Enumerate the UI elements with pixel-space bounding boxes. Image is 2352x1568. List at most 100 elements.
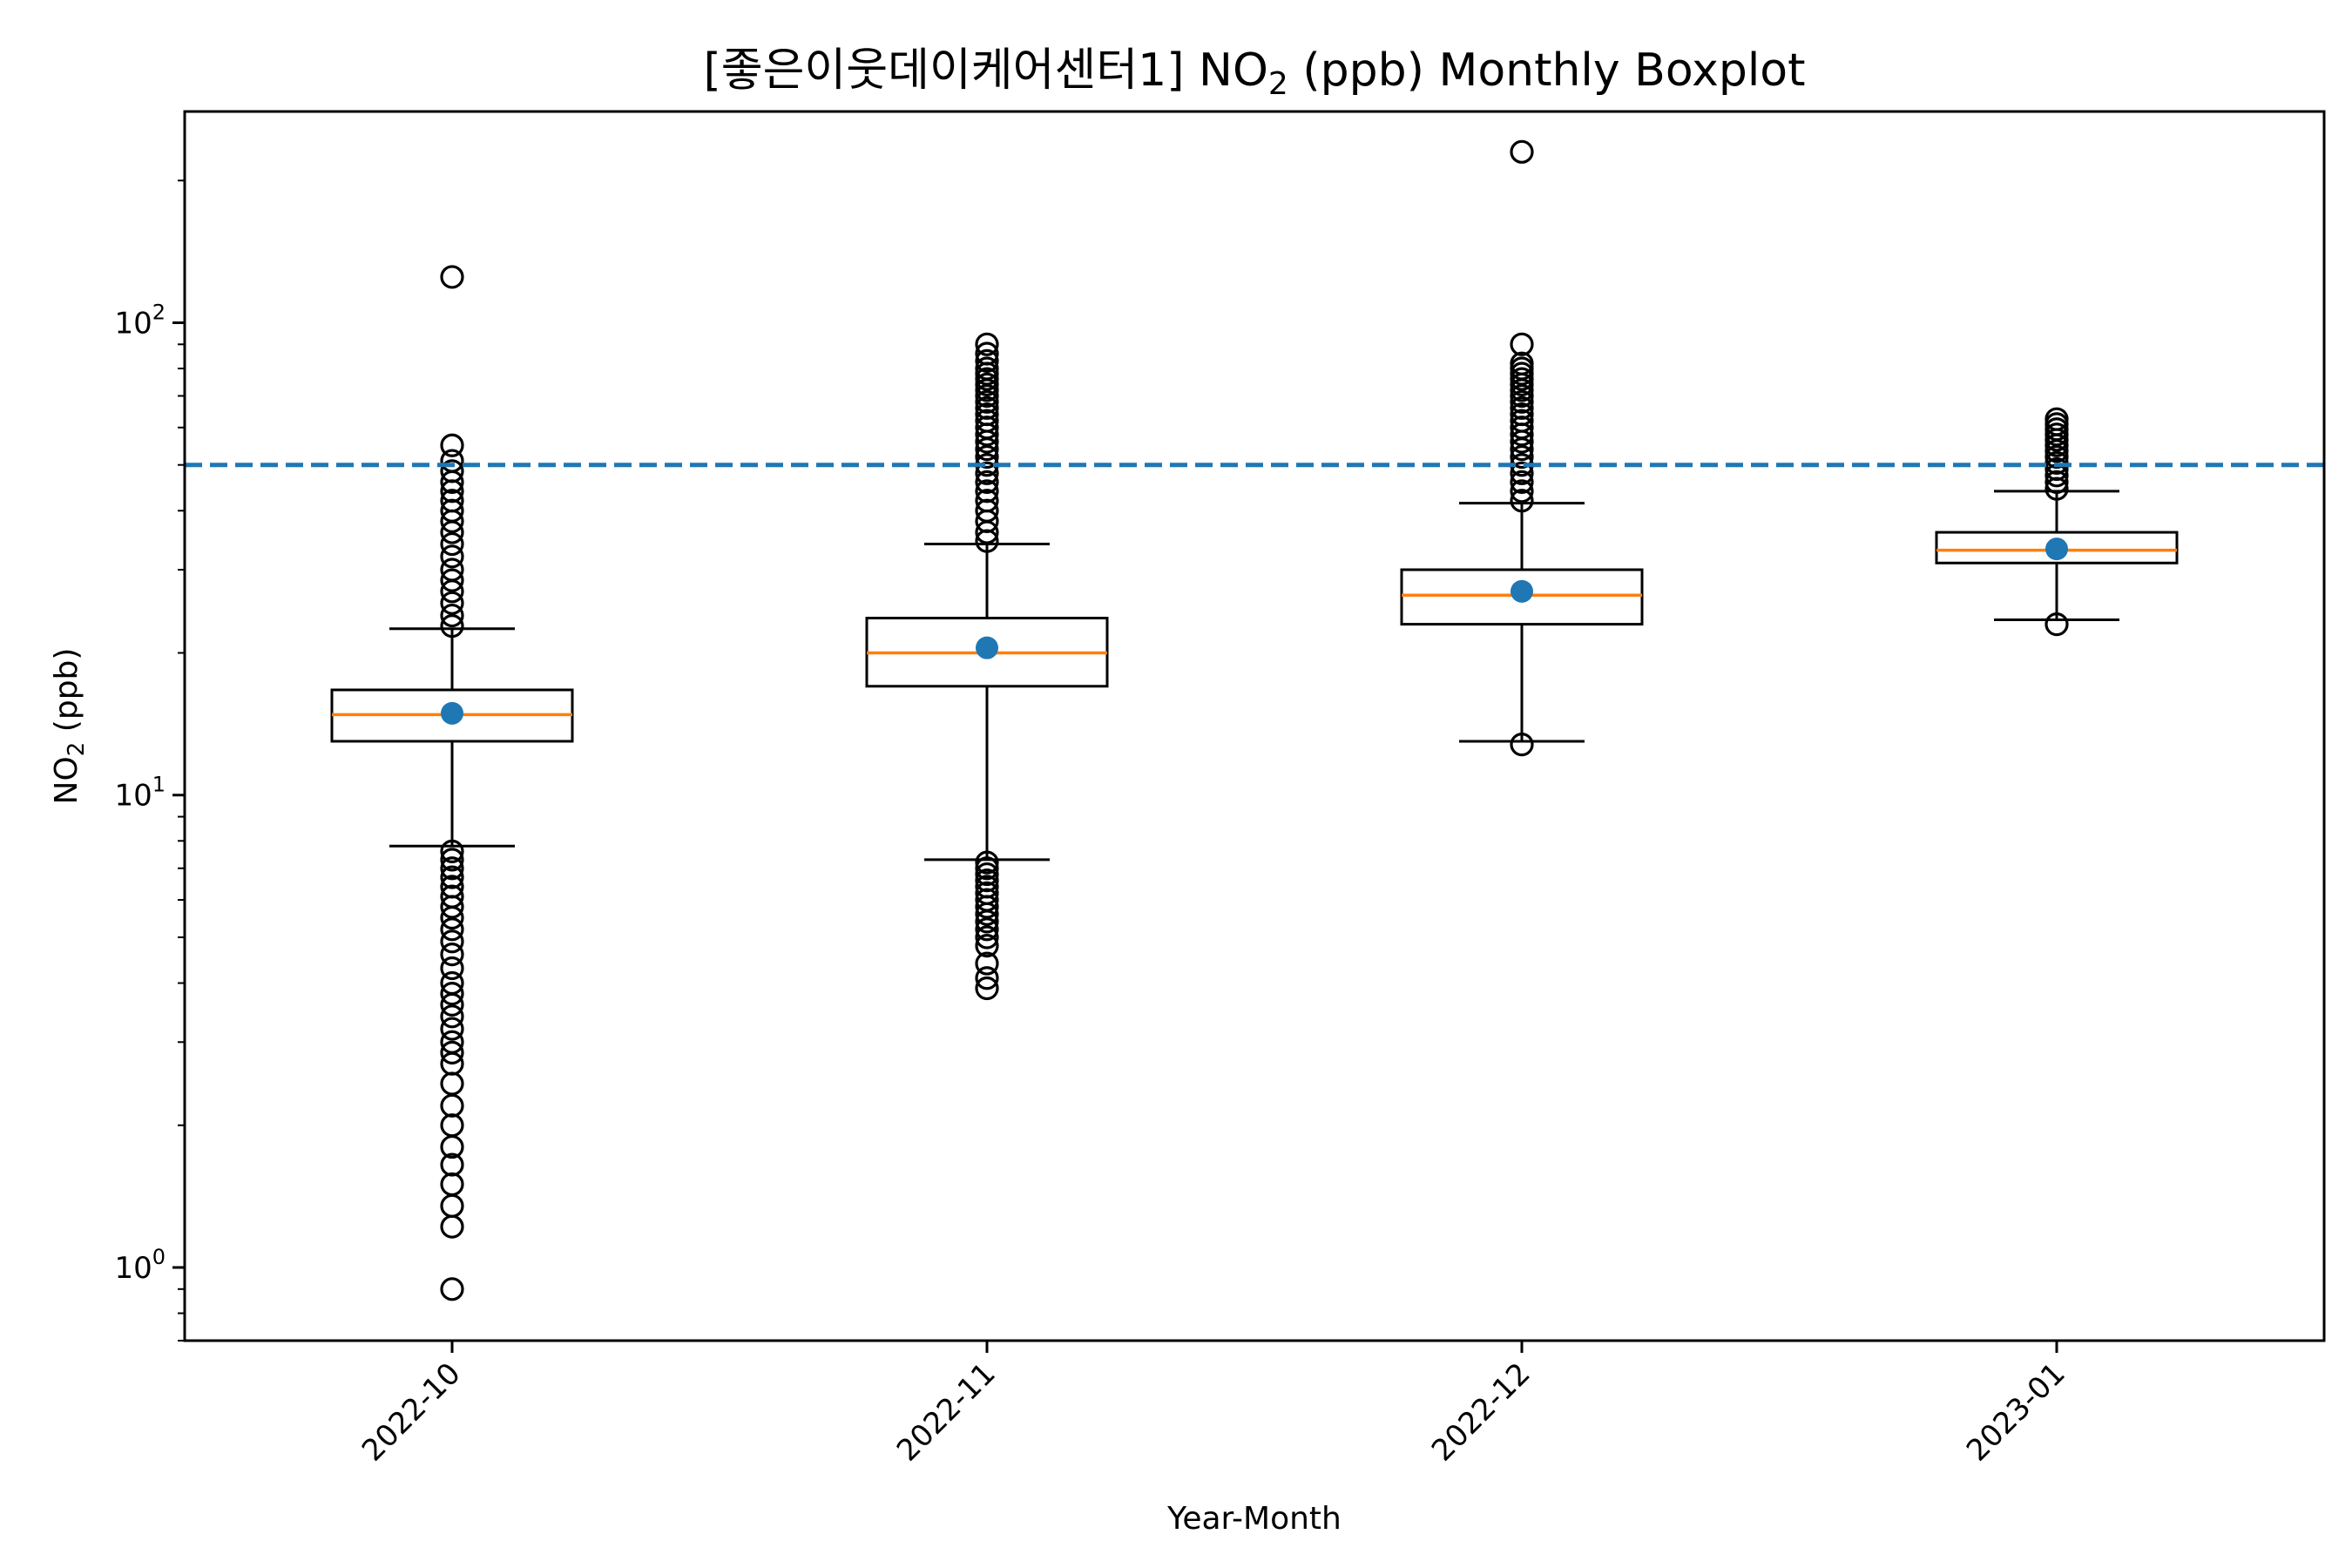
outlier-point [975, 444, 999, 470]
outlier-point [975, 332, 999, 356]
outlier-point [975, 868, 999, 893]
outlier-point [440, 591, 464, 615]
outlier-point [975, 348, 999, 373]
y-axis-label: NO2 (ppb) [49, 648, 90, 805]
outlier-point [975, 461, 999, 485]
outlier-point [440, 265, 464, 289]
outlier-point [440, 929, 464, 954]
outlier-point [1510, 332, 1534, 356]
outlier-point [440, 839, 464, 863]
outlier-point [1510, 139, 1534, 164]
y-tick-label: 102 [114, 300, 166, 341]
outlier-point [440, 603, 464, 628]
iqr-box [1400, 568, 1644, 626]
outlier-point [2044, 612, 2069, 637]
outlier-point [2044, 470, 2069, 494]
outlier-point [440, 614, 464, 639]
outlier-point [975, 881, 999, 905]
outlier-point [440, 1030, 464, 1054]
outlier-point [1510, 470, 1534, 494]
outlier-point [1510, 389, 1534, 414]
outlier-point [440, 1017, 464, 1041]
outlier-point [440, 848, 464, 872]
axes-frame [183, 110, 2326, 1342]
box-group-2022-12 [1400, 139, 1644, 757]
outlier-point [975, 470, 999, 494]
outlier-point [440, 1214, 464, 1239]
outlier-point [975, 856, 999, 881]
outlier-point [440, 531, 464, 557]
outlier-point [440, 856, 464, 881]
iqr-box [1935, 531, 2179, 564]
outlier-point [1510, 479, 1534, 504]
outlier-point [975, 976, 999, 1001]
outlier-point [975, 875, 999, 899]
plot-layer [185, 139, 2324, 1301]
outlier-point [440, 1152, 464, 1177]
outlier-point [1510, 395, 1534, 420]
outlier-point [440, 1093, 464, 1118]
outlier-point [975, 409, 999, 433]
outlier-point [440, 489, 464, 513]
outlier-point [1510, 409, 1534, 433]
box-group-2022-11 [865, 332, 1109, 1001]
label-layer: [좋은이웃데이케어센터1] NO2 (ppb) Monthly Boxplot Y… [49, 44, 1806, 1537]
outlier-point [975, 862, 999, 887]
outlier-point [440, 970, 464, 996]
outlier-point [2044, 444, 2069, 470]
outlier-point [440, 449, 464, 473]
outlier-point [440, 1004, 464, 1029]
outlier-point [975, 933, 999, 958]
outlier-point [975, 925, 999, 950]
outlier-point [440, 884, 464, 909]
outlier-point [975, 489, 999, 513]
tick-layer: 100 101 102 2022-10 2022-11 2022-12 2023-01 [114, 179, 2072, 1469]
outlier-point [2044, 456, 2069, 482]
axes-frame-border [183, 110, 2326, 1342]
outlier-point [440, 956, 464, 981]
outlier-point [440, 459, 464, 483]
y-tick-label: 101 [114, 773, 166, 814]
outlier-point [440, 1113, 464, 1138]
outlier-point [440, 544, 464, 569]
outlier-point [440, 943, 464, 967]
y-tick-label: 100 [114, 1245, 166, 1286]
mean-marker [441, 701, 463, 725]
outlier-point [440, 875, 464, 899]
outlier-point [1510, 733, 1534, 757]
box-group-2023-01 [1935, 407, 2179, 637]
outlier-point [975, 341, 999, 366]
outlier-point [1510, 489, 1534, 513]
outlier-point [975, 951, 999, 976]
mean-marker [1511, 579, 1533, 603]
outlier-point [1510, 402, 1534, 427]
outlier-point [440, 1040, 464, 1064]
outlier-point [440, 568, 464, 592]
outlier-point [440, 865, 464, 889]
x-axis-label: Year-Month [1166, 1501, 1342, 1537]
outlier-point [975, 479, 999, 504]
outlier-point [975, 850, 999, 875]
outlier-point [440, 1277, 464, 1301]
outlier-point [1510, 461, 1534, 485]
outlier-point [440, 1071, 464, 1096]
outlier-point [975, 966, 999, 990]
mean-marker [976, 636, 998, 659]
outlier-point [440, 558, 464, 582]
outlier-point [440, 917, 464, 942]
outlier-point [975, 356, 999, 381]
x-tick-label: 2022-11 [890, 1356, 1003, 1469]
outlier-point [440, 982, 464, 1006]
x-tick-label: 2022-12 [1425, 1356, 1538, 1469]
box-group-2022-10 [330, 265, 574, 1301]
outlier-point [975, 402, 999, 427]
outlier-point [440, 1193, 464, 1218]
x-tick-label: 2022-10 [355, 1356, 468, 1469]
x-tick-label: 2023-01 [1960, 1356, 2072, 1469]
outlier-point [440, 433, 464, 457]
outlier-point [2044, 407, 2069, 431]
outlier-point [975, 917, 999, 942]
outlier-point [1510, 351, 1534, 375]
outlier-point [975, 395, 999, 420]
